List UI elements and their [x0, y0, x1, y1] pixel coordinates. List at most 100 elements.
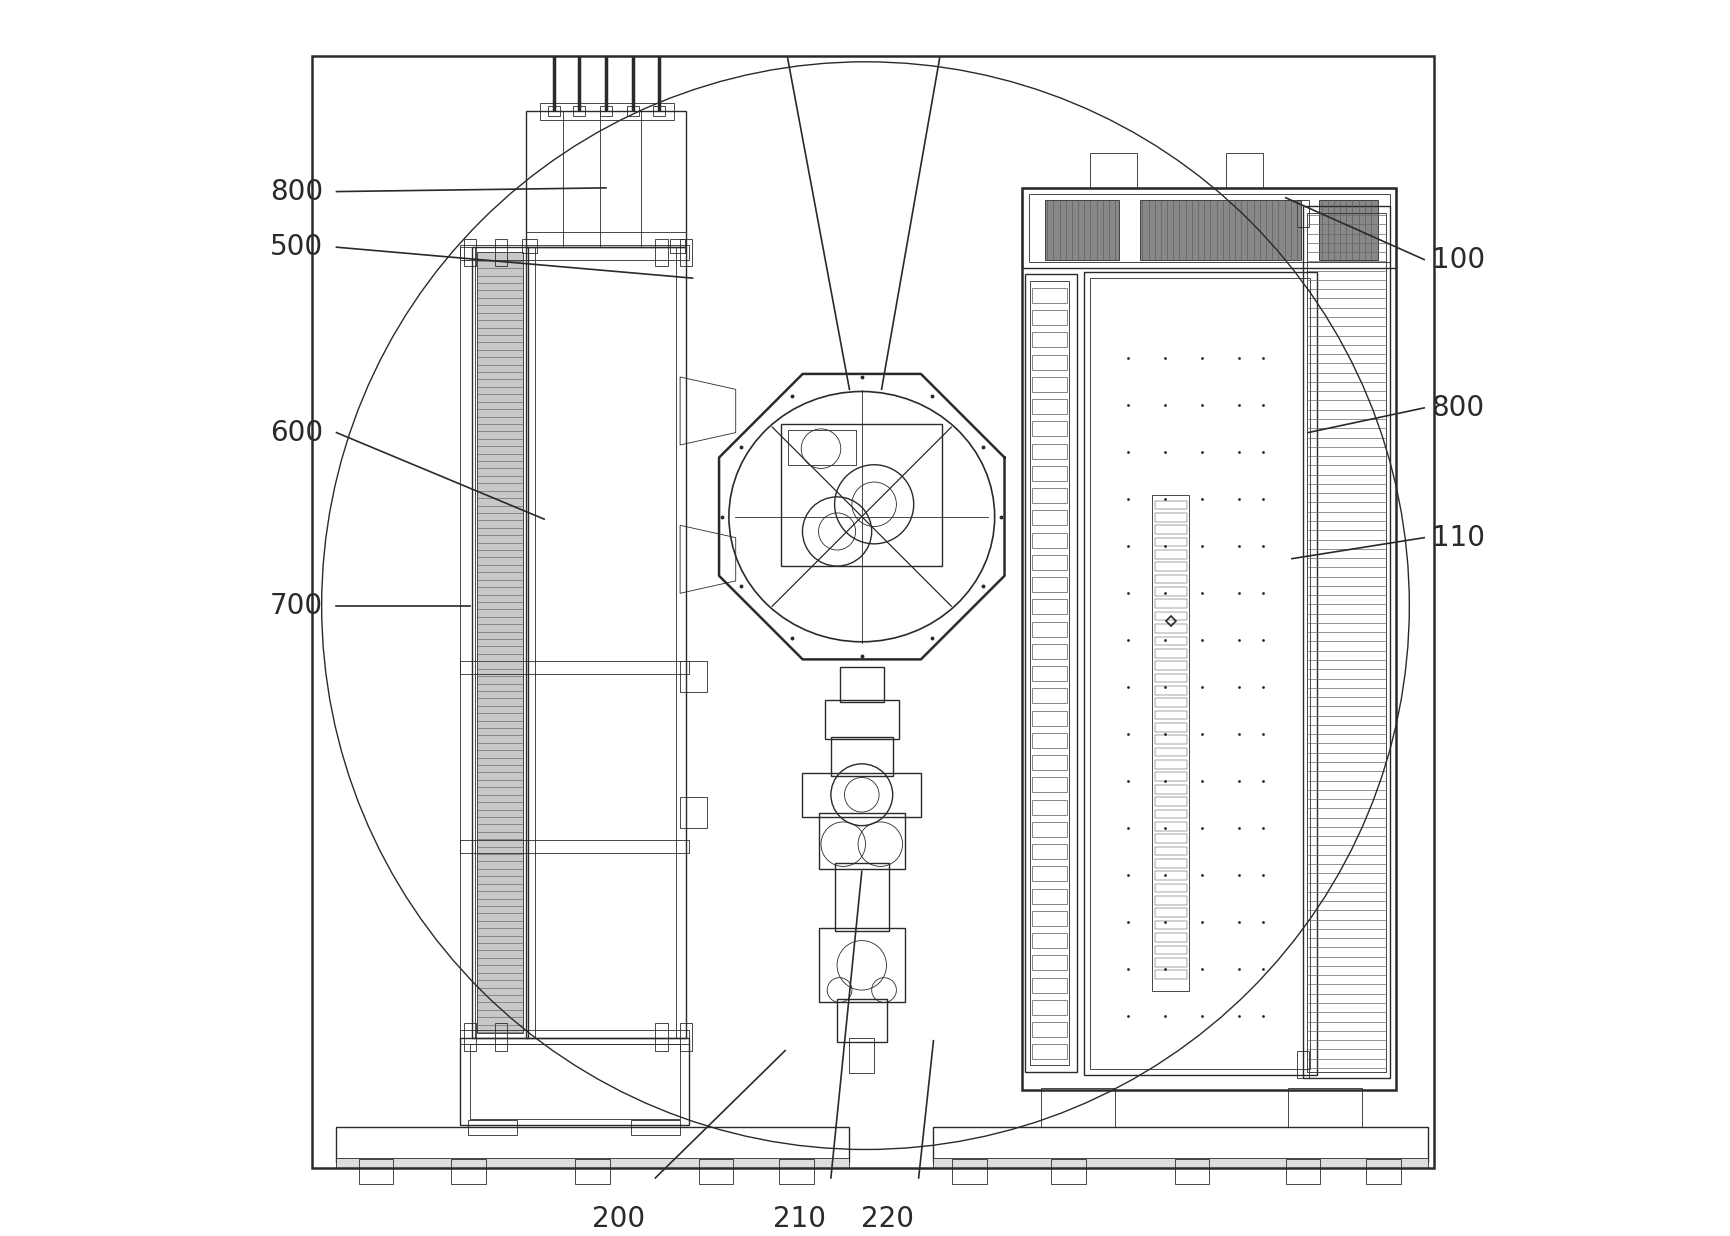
Bar: [1154, 834, 1187, 843]
Text: 500: 500: [270, 234, 324, 261]
Bar: [1152, 494, 1189, 991]
Bar: [1154, 661, 1187, 670]
Bar: [1154, 649, 1187, 658]
Bar: [1154, 908, 1187, 917]
Bar: [1154, 612, 1187, 620]
Bar: [1154, 735, 1187, 744]
Bar: [630, 1120, 680, 1135]
Bar: [1028, 194, 1389, 262]
Bar: [1154, 587, 1187, 596]
Bar: [1154, 760, 1187, 769]
Bar: [1031, 399, 1066, 414]
Bar: [818, 928, 905, 1002]
Bar: [1154, 525, 1187, 534]
Bar: [1296, 200, 1308, 227]
Bar: [1022, 188, 1394, 1090]
Bar: [932, 1158, 1427, 1168]
Bar: [599, 106, 612, 116]
Bar: [1050, 1159, 1085, 1184]
Bar: [626, 106, 638, 116]
Bar: [1154, 575, 1187, 583]
Bar: [1365, 1159, 1400, 1184]
Bar: [1031, 310, 1066, 325]
Text: 600: 600: [270, 419, 324, 446]
Bar: [336, 1158, 849, 1168]
Bar: [1303, 206, 1389, 1078]
Bar: [1154, 562, 1187, 571]
Bar: [676, 247, 685, 1038]
Bar: [1154, 513, 1187, 522]
Bar: [1175, 1159, 1209, 1184]
Bar: [1031, 800, 1066, 815]
Bar: [1154, 748, 1187, 756]
Bar: [1154, 772, 1187, 781]
Bar: [471, 1044, 680, 1119]
Bar: [1031, 755, 1066, 770]
Bar: [1031, 822, 1066, 837]
Bar: [477, 252, 522, 1033]
Bar: [1031, 955, 1066, 970]
Bar: [1031, 332, 1066, 347]
Bar: [1154, 946, 1187, 954]
Bar: [1154, 921, 1187, 929]
Bar: [1031, 533, 1066, 548]
Bar: [787, 430, 855, 465]
Bar: [358, 1159, 393, 1184]
Bar: [1031, 421, 1066, 436]
Bar: [818, 813, 905, 869]
Bar: [573, 106, 585, 116]
Bar: [932, 1127, 1427, 1162]
Bar: [1031, 844, 1066, 859]
Bar: [460, 1038, 689, 1125]
Bar: [1154, 871, 1187, 880]
Bar: [1154, 785, 1187, 794]
Bar: [656, 1023, 668, 1051]
Text: 210: 210: [773, 1205, 825, 1234]
Bar: [1154, 847, 1187, 855]
Bar: [849, 1038, 874, 1073]
Bar: [526, 247, 685, 1038]
Bar: [1154, 624, 1187, 633]
Bar: [1045, 200, 1118, 260]
Bar: [1031, 444, 1066, 459]
Bar: [495, 239, 507, 266]
Bar: [1154, 970, 1187, 979]
Bar: [1022, 188, 1394, 268]
Bar: [1154, 698, 1187, 707]
Bar: [1031, 599, 1066, 614]
Bar: [1031, 933, 1066, 948]
Bar: [1154, 599, 1187, 608]
Bar: [1090, 278, 1310, 1069]
Bar: [656, 239, 668, 266]
Bar: [526, 247, 535, 1038]
Bar: [1154, 711, 1187, 719]
Bar: [336, 1127, 849, 1162]
Bar: [1040, 1088, 1114, 1127]
Bar: [680, 1023, 692, 1051]
Text: 200: 200: [592, 1205, 645, 1234]
Bar: [1031, 488, 1066, 503]
Bar: [460, 245, 689, 260]
Bar: [1154, 501, 1187, 509]
Bar: [1031, 510, 1066, 525]
Bar: [460, 247, 474, 1038]
Bar: [830, 737, 893, 776]
Text: 700: 700: [270, 592, 324, 619]
Bar: [1225, 153, 1263, 188]
Bar: [952, 1159, 986, 1184]
Bar: [521, 239, 536, 253]
Text: 110: 110: [1431, 524, 1484, 551]
Bar: [1154, 933, 1187, 942]
Bar: [1154, 637, 1187, 645]
Text: 800: 800: [270, 178, 324, 205]
Bar: [1154, 958, 1187, 967]
Bar: [1031, 1044, 1066, 1059]
Bar: [1031, 911, 1066, 926]
Bar: [1031, 377, 1066, 392]
Bar: [1154, 797, 1187, 806]
Bar: [680, 661, 708, 692]
Bar: [1031, 555, 1066, 570]
Bar: [1031, 688, 1066, 703]
Bar: [460, 840, 689, 853]
Bar: [1154, 538, 1187, 546]
